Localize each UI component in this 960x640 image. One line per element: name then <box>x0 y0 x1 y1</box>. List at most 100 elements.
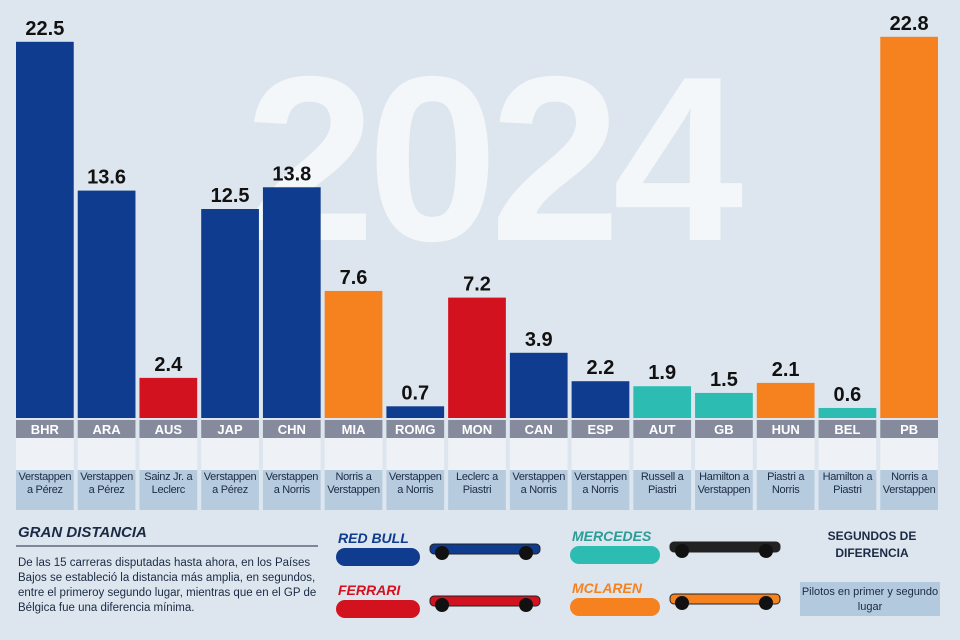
category-strip <box>201 420 259 438</box>
driver-label: Leclerc a Piastri <box>456 471 498 496</box>
flag <box>880 438 938 470</box>
flag <box>509 438 568 470</box>
category-strip <box>756 420 815 438</box>
category-strip <box>818 420 877 438</box>
x-tick-label: ESP <box>587 422 613 437</box>
flag <box>201 438 259 470</box>
car-wheel <box>675 596 689 610</box>
driver-box <box>262 470 321 510</box>
value-label: 1.9 <box>648 362 676 384</box>
x-tick-label: CHN <box>278 422 306 437</box>
driver-box <box>386 470 445 510</box>
legend-label: MERCEDES <box>572 528 652 544</box>
value-label: 7.2 <box>463 274 491 296</box>
value-label: 22.5 <box>25 18 64 40</box>
car-wheel <box>675 544 689 558</box>
driver-label: Verstappen a Pérez <box>203 471 257 496</box>
value-label: 12.5 <box>211 185 250 207</box>
driver-box <box>201 470 259 510</box>
driver-label: Verstappen a Norris <box>574 471 627 496</box>
legend-swatch <box>336 548 420 566</box>
category-strip <box>386 420 445 438</box>
category-strip <box>695 420 753 438</box>
legend-title: SEGUNDOS DE DIFERENCIA <box>827 529 917 560</box>
driver-label: Norris a Verstappen <box>882 471 936 496</box>
x-tick-label: ARA <box>93 422 122 437</box>
car-wheel <box>759 544 773 558</box>
flag <box>448 438 506 470</box>
flag <box>139 438 198 470</box>
driver-label: Hamilton a Verstappen <box>697 471 751 496</box>
x-tick-label: PB <box>900 422 918 437</box>
bar <box>262 187 321 418</box>
bar <box>324 290 383 418</box>
flag <box>77 438 136 470</box>
value-label: 0.7 <box>401 382 429 404</box>
value-label: 3.9 <box>525 329 553 351</box>
x-tick-label: ROMG <box>395 422 435 437</box>
value-label: 0.6 <box>833 384 861 406</box>
car-wheel <box>519 598 533 612</box>
car-wheel <box>759 596 773 610</box>
legend-swatch <box>570 598 660 616</box>
bar <box>509 352 568 418</box>
bar <box>756 382 815 418</box>
bar <box>139 377 198 418</box>
legend-label: FERRARI <box>338 582 401 598</box>
value-label: 2.4 <box>154 354 183 376</box>
category-strip <box>16 420 74 438</box>
legend-note: Pilotos en primer y segundo lugar <box>800 582 940 616</box>
category-strip <box>509 420 568 438</box>
driver-box <box>818 470 877 510</box>
driver-box <box>695 470 753 510</box>
bar <box>386 406 445 418</box>
driver-box <box>77 470 136 510</box>
car-body <box>429 595 541 607</box>
bar <box>571 381 630 418</box>
driver-label: Verstappen a Pérez <box>80 471 133 496</box>
flag <box>756 438 815 470</box>
car-body <box>429 543 541 555</box>
x-tick-label: BEL <box>834 422 860 437</box>
value-label: 22.8 <box>890 13 929 35</box>
value-label: 2.2 <box>587 357 615 379</box>
flag <box>324 438 383 470</box>
x-tick-label: JAP <box>217 422 243 437</box>
driver-box <box>633 470 692 510</box>
bar <box>695 392 753 418</box>
value-label: 1.5 <box>710 369 738 391</box>
bar <box>448 297 506 418</box>
driver-label: Verstappen a Pérez <box>18 471 72 496</box>
category-strip <box>448 420 506 438</box>
car-body <box>669 541 781 553</box>
bar <box>77 190 136 418</box>
driver-box <box>139 470 198 510</box>
car-wheel <box>519 546 533 560</box>
category-strip <box>262 420 321 438</box>
value-label: 7.6 <box>340 267 368 289</box>
bar <box>633 386 692 418</box>
legend-swatch <box>336 600 420 618</box>
x-tick-label: MIA <box>342 422 366 437</box>
driver-label: Verstappen a Norris <box>512 471 566 496</box>
bar <box>880 36 938 419</box>
category-strip <box>571 420 630 438</box>
value-label: 13.6 <box>87 167 126 189</box>
bar <box>201 209 259 418</box>
driver-box <box>448 470 506 510</box>
x-tick-label: CAN <box>525 422 553 437</box>
driver-box <box>880 470 938 510</box>
note-title: GRAN DISTANCIA <box>18 524 147 541</box>
flag <box>16 438 74 470</box>
x-tick-label: AUT <box>649 422 676 437</box>
car-wheel <box>435 546 449 560</box>
car-body <box>669 593 781 605</box>
flag <box>695 438 753 470</box>
driver-label: Hamilton a Piastri <box>822 471 873 496</box>
driver-label: Verstappen a Norris <box>388 471 442 496</box>
bar <box>16 41 74 419</box>
driver-label: Verstappen a Norris <box>265 471 319 496</box>
category-strip <box>77 420 136 438</box>
